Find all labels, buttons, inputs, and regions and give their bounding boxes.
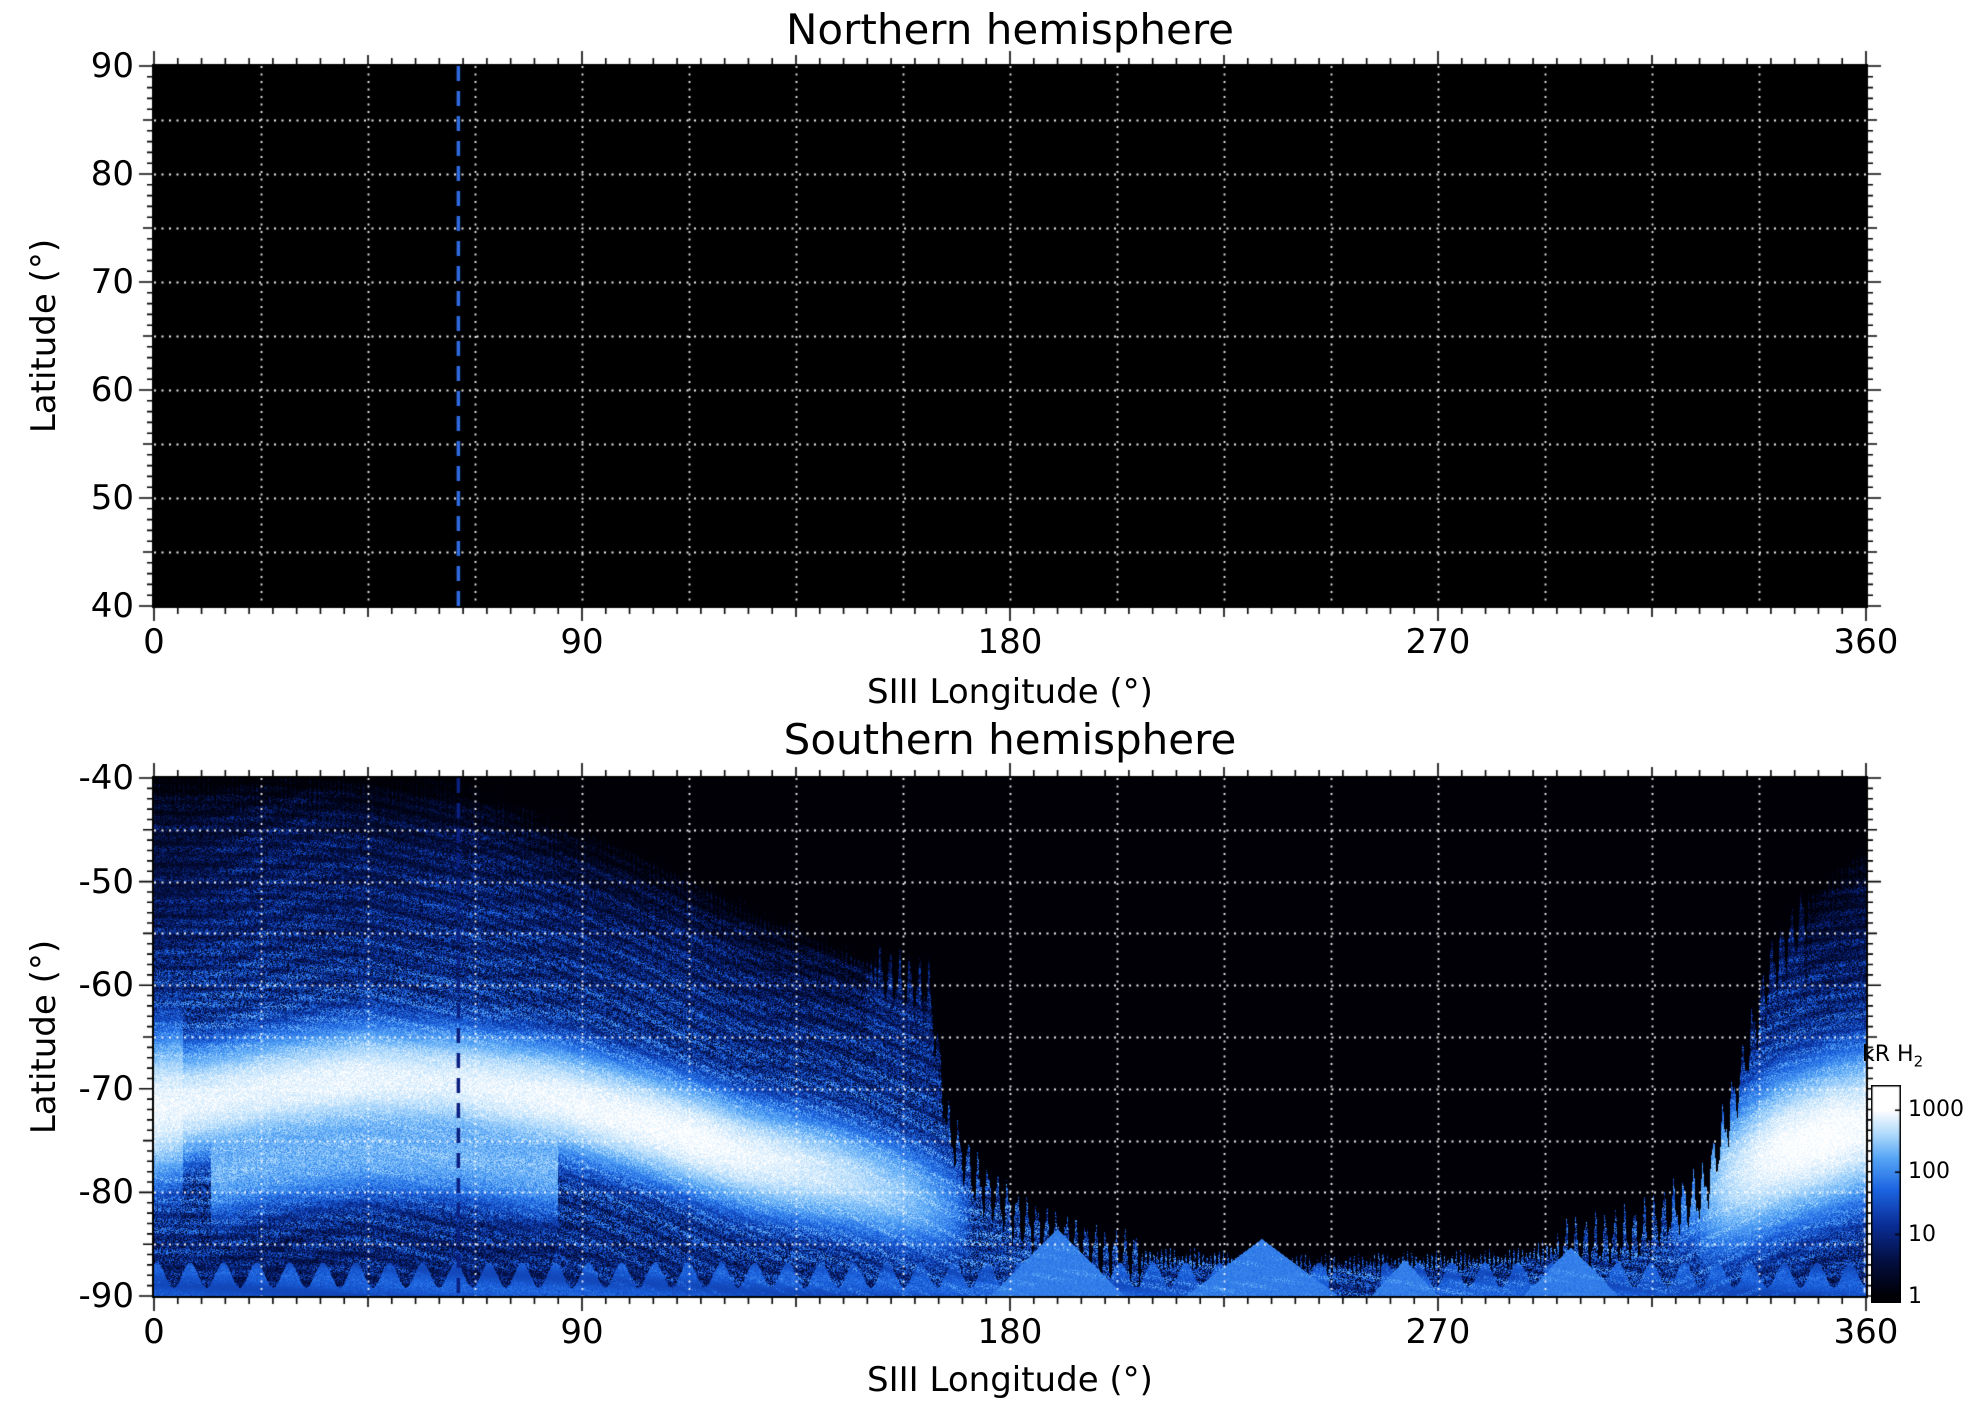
y-tick-label: 40 bbox=[90, 586, 134, 626]
south-plot-canvas bbox=[128, 752, 1892, 1322]
y-tick-label: -60 bbox=[78, 965, 134, 1006]
colorbar-tick-label: 10 bbox=[1908, 1221, 1936, 1247]
x-tick-label: 360 bbox=[1833, 622, 1899, 662]
x-tick-label: 270 bbox=[1405, 622, 1471, 662]
colorbar-label: kR H2 bbox=[1862, 1042, 1923, 1074]
y-tick-label: 90 bbox=[90, 46, 134, 86]
colorbar-tick-label: 1000 bbox=[1908, 1096, 1964, 1122]
x-tick-label: 90 bbox=[560, 1312, 604, 1352]
south-x-axis-label: SIII Longitude (°) bbox=[867, 1360, 1153, 1400]
colorbar-tick-label: 100 bbox=[1908, 1159, 1950, 1185]
colorbar-label-sub: 2 bbox=[1913, 1052, 1924, 1071]
y-tick-label: -90 bbox=[78, 1276, 134, 1316]
y-tick-label: 50 bbox=[90, 478, 134, 518]
x-tick-label: 360 bbox=[1833, 1312, 1899, 1352]
y-tick-label: 60 bbox=[90, 370, 134, 410]
y-tick-label: 70 bbox=[90, 262, 134, 302]
north-y-axis-label: Latitude (°) bbox=[24, 238, 64, 434]
y-tick-label: -40 bbox=[78, 758, 134, 798]
south-title: Southern hemisphere bbox=[783, 715, 1237, 764]
x-tick-label: 180 bbox=[977, 1312, 1043, 1352]
colorbar bbox=[1871, 1085, 1901, 1303]
x-tick-label: 0 bbox=[143, 622, 165, 662]
y-tick-label: -80 bbox=[78, 1172, 134, 1213]
y-tick-label: 80 bbox=[90, 154, 134, 194]
x-tick-label: 270 bbox=[1405, 1312, 1471, 1352]
y-tick-label: -50 bbox=[78, 861, 134, 902]
colorbar-tick-label: 1 bbox=[1908, 1283, 1922, 1309]
colorbar-label-text: kR H bbox=[1862, 1042, 1914, 1067]
north-title: Northern hemisphere bbox=[785, 5, 1235, 54]
south-y-axis-label: Latitude (°) bbox=[24, 939, 64, 1135]
x-tick-label: 180 bbox=[977, 622, 1043, 662]
x-tick-label: 0 bbox=[143, 1312, 165, 1352]
x-tick-label: 90 bbox=[560, 622, 604, 662]
north-plot-canvas bbox=[128, 40, 1892, 632]
y-tick-label: -70 bbox=[78, 1068, 134, 1109]
north-x-axis-label: SIII Longitude (°) bbox=[867, 672, 1153, 712]
